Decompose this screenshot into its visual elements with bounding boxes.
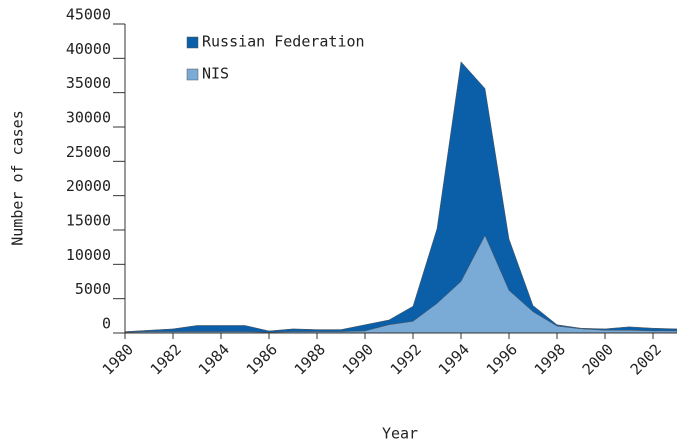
x-tick-label: 1990: [339, 340, 377, 378]
y-tick-label: 5000: [75, 280, 111, 298]
legend-label: Russian Federation: [202, 33, 365, 51]
x-tick-label: 1996: [483, 340, 521, 378]
y-tick-label: 0: [102, 315, 111, 333]
area: [124, 234, 677, 334]
x-tick-label: 1992: [387, 340, 425, 378]
y-tick-label: 20000: [66, 177, 111, 195]
y-tick-label: 40000: [66, 40, 111, 58]
legend-swatch: [186, 36, 199, 49]
x-tick-label: 1980: [99, 340, 137, 378]
y-tick-label: 35000: [66, 74, 111, 92]
x-tick-label: 1986: [243, 340, 281, 378]
y-axis-label: Number of cases: [9, 110, 27, 245]
x-tick-label: 1998: [531, 340, 569, 378]
x-tick-label: 1994: [435, 340, 473, 378]
legend-swatch: [186, 68, 199, 81]
x-tick-label: 2002: [627, 340, 665, 378]
y-tick-label: 15000: [66, 212, 111, 230]
legend-label: NIS: [202, 65, 229, 83]
y-tick-label: 30000: [66, 109, 111, 127]
x-tick-label: 2000: [579, 340, 617, 378]
x-tick-label: 1982: [147, 340, 185, 378]
x-axis-label: Year: [382, 425, 418, 443]
y-tick-label: 45000: [66, 6, 111, 24]
area: [124, 61, 677, 334]
y-tick-label: 25000: [66, 143, 111, 161]
y-tick-label: 10000: [66, 246, 111, 264]
x-tick-label: 1984: [195, 340, 233, 378]
x-tick-label: 1988: [291, 340, 329, 378]
